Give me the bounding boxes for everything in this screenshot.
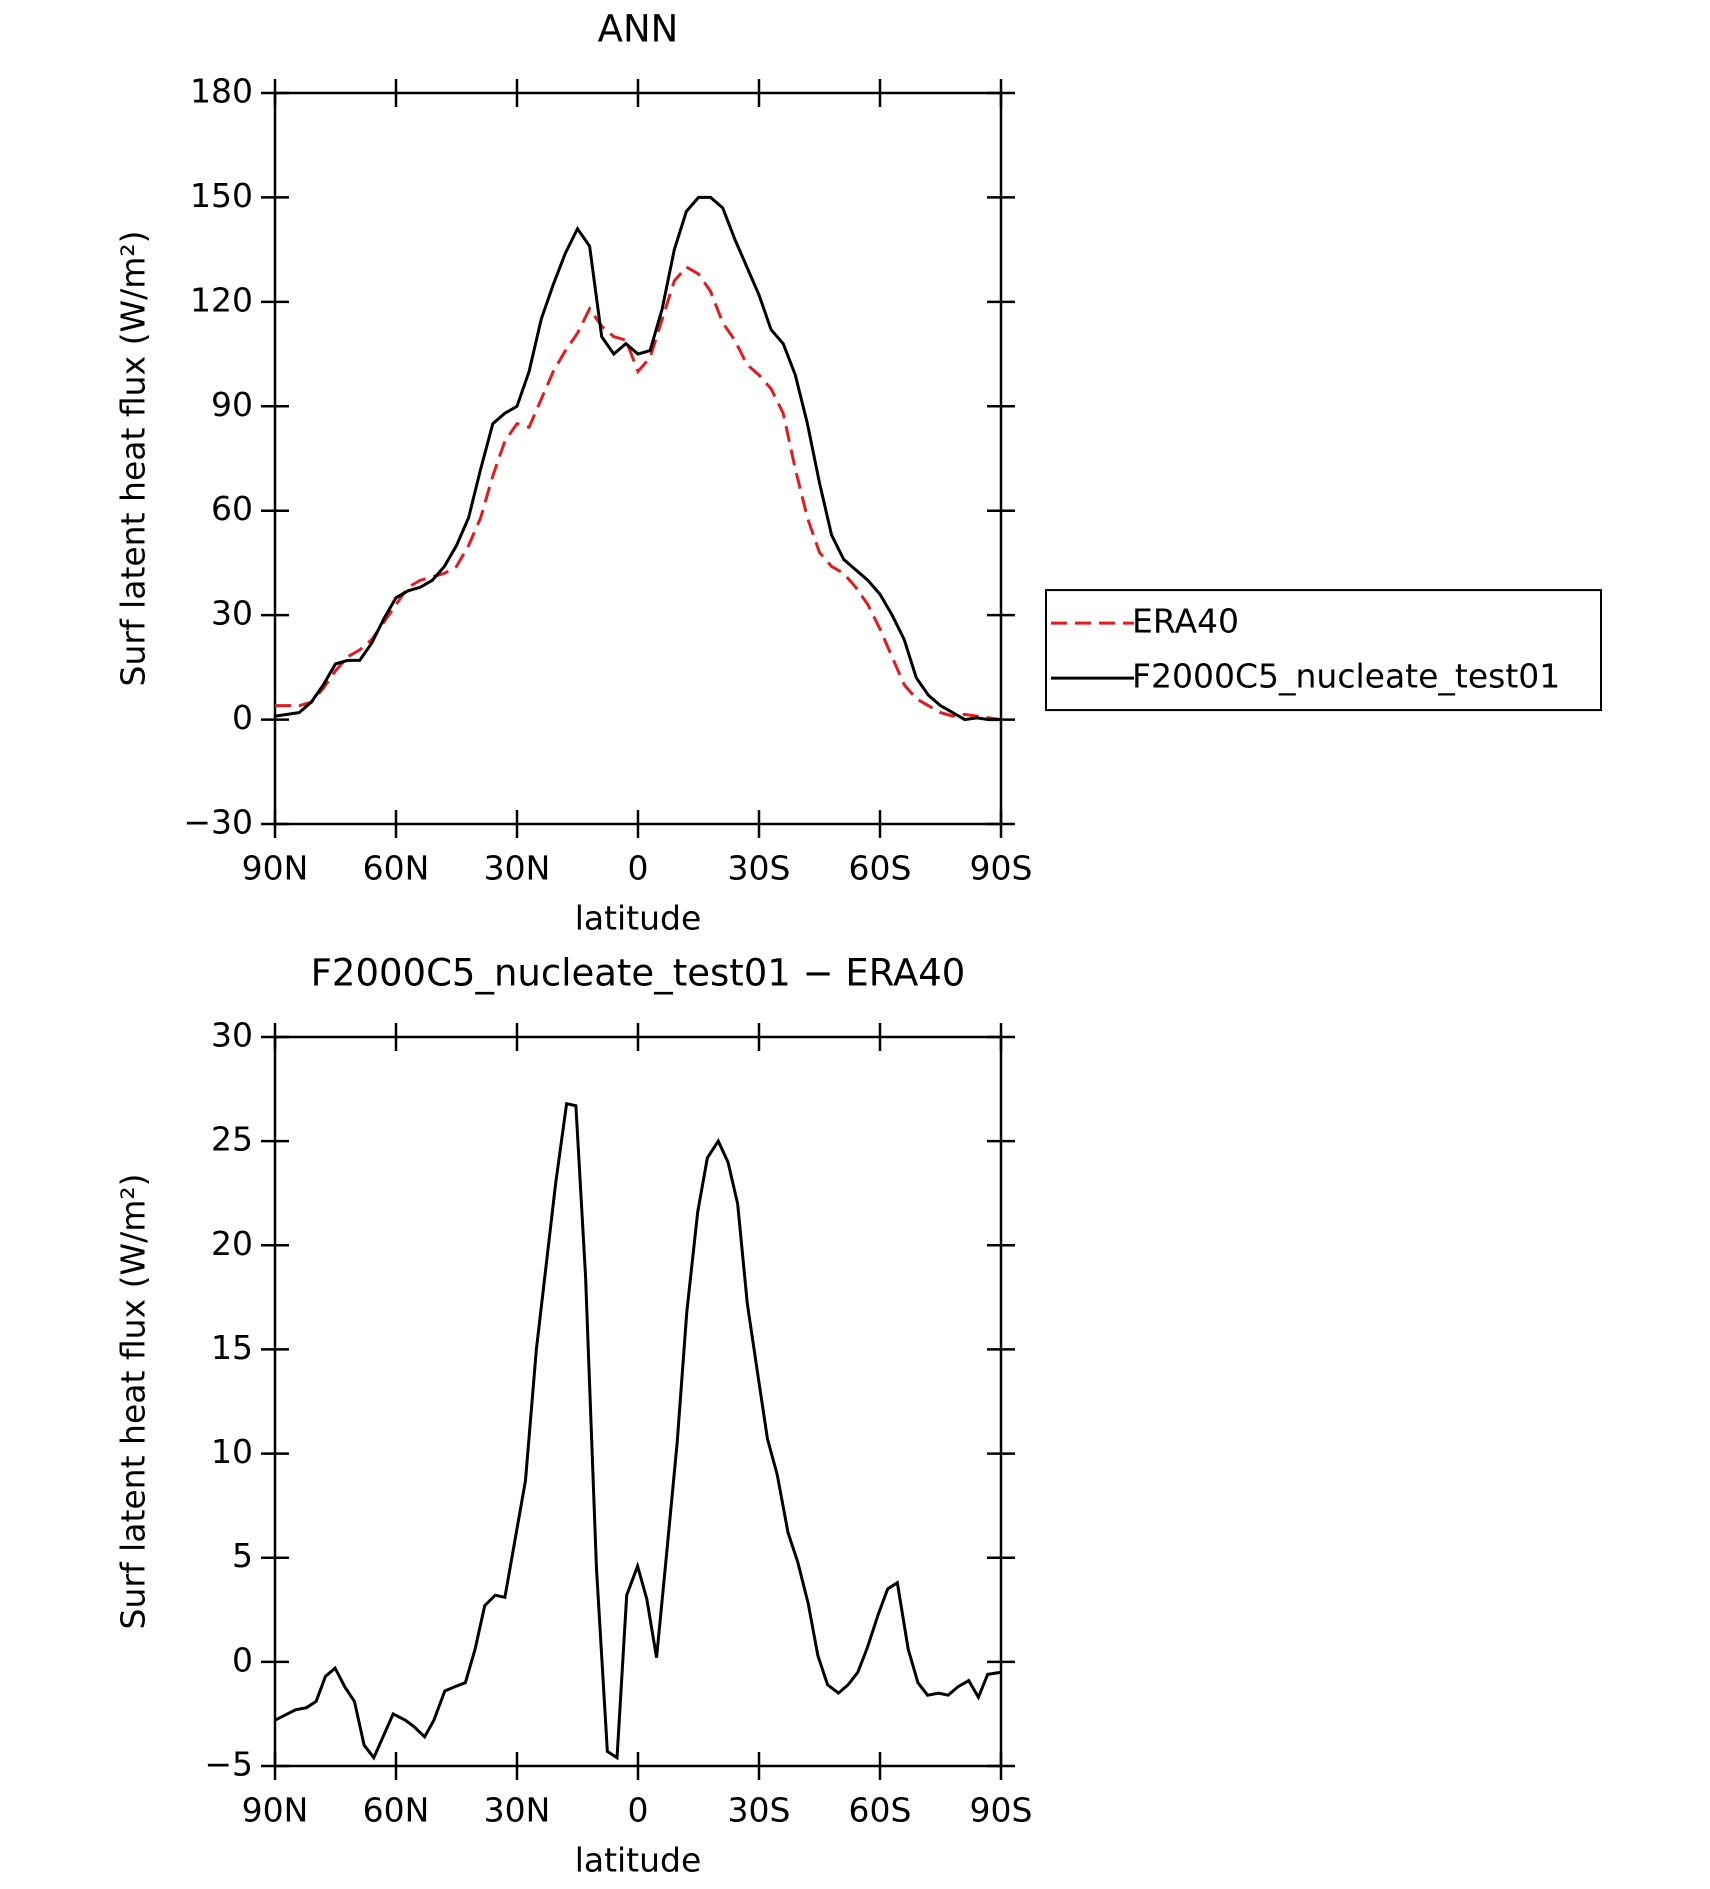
x-tick-label: 90N: [242, 1791, 309, 1830]
legend-label: ERA40: [1132, 602, 1239, 641]
y-tick-label: 150: [190, 176, 253, 215]
y-tick-label: 30: [211, 1016, 253, 1055]
plot-frame: [273, 91, 1003, 826]
x-tick-label: 60S: [849, 1791, 912, 1830]
plot-frame: [273, 1035, 1003, 1768]
series-line: [274, 1101, 1002, 1761]
y-axis-label: Surf latent heat flux (W/m²): [114, 1174, 153, 1630]
y-tick-label: 20: [211, 1224, 253, 1263]
y-tick-label: −5: [204, 1745, 253, 1784]
y-tick-label: 60: [211, 489, 253, 528]
y-tick-label: 10: [211, 1432, 253, 1471]
y-tick-label: 180: [190, 72, 253, 111]
y-axis-label: Surf latent heat flux (W/m²): [114, 231, 153, 687]
x-tick-label: 30N: [484, 1791, 551, 1830]
x-axis-label: latitude: [575, 899, 702, 938]
y-tick-label: 5: [232, 1536, 253, 1575]
x-axis-label: latitude: [575, 1841, 702, 1880]
chart-title: ANN: [598, 8, 679, 51]
y-tick-label: 30: [211, 594, 253, 633]
y-tick-label: 90: [211, 385, 253, 424]
x-tick-label: 30N: [484, 849, 551, 888]
x-tick-label: 60N: [363, 849, 430, 888]
y-tick-label: −30: [183, 803, 253, 842]
chart-title: F2000C5_nucleate_test01 − ERA40: [311, 952, 966, 995]
x-tick-label: 30S: [728, 849, 791, 888]
x-tick-label: 60S: [849, 849, 912, 888]
y-tick-label: 25: [211, 1120, 253, 1159]
x-tick-label: 90S: [970, 849, 1033, 888]
y-tick-label: 15: [211, 1328, 253, 1367]
x-tick-label: 90N: [242, 849, 309, 888]
x-tick-label: 60N: [363, 1791, 430, 1830]
legend-label: F2000C5_nucleate_test01: [1132, 657, 1560, 696]
x-tick-label: 90S: [970, 1791, 1033, 1830]
y-tick-label: 120: [190, 280, 253, 319]
series-line: [274, 195, 1001, 722]
x-tick-label: 30S: [728, 1791, 791, 1830]
x-tick-label: 0: [628, 1791, 649, 1830]
x-tick-label: 0: [628, 849, 649, 888]
y-tick-label: 0: [232, 698, 253, 737]
legend-box: [1045, 589, 1602, 712]
series-line: [275, 265, 1002, 722]
y-tick-label: 0: [232, 1640, 253, 1679]
